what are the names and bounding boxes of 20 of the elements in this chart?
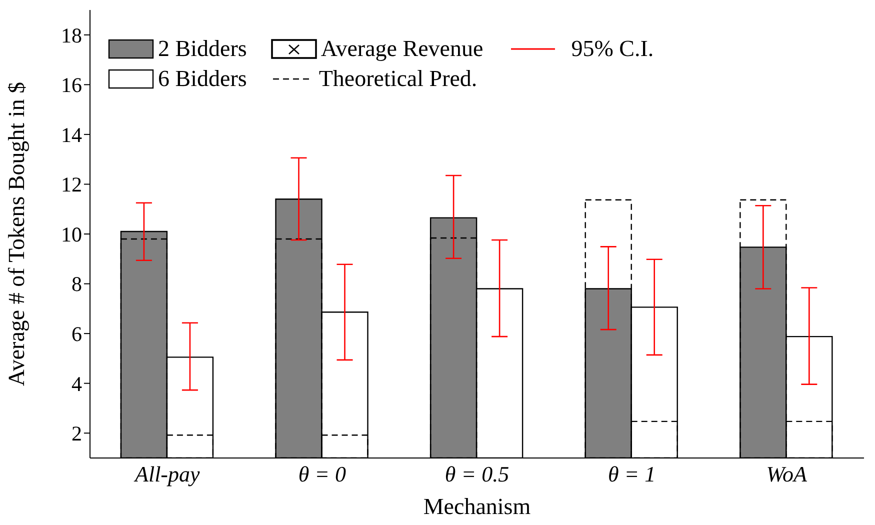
y-tick-label: 14 <box>61 122 82 147</box>
y-tick-label: 8 <box>72 272 82 296</box>
legend-label: Theoretical Pred. <box>318 66 478 92</box>
legend-label: 6 Bidders <box>158 66 247 92</box>
x-tick-label: WoA <box>766 462 808 487</box>
y-tick-label: 6 <box>72 322 82 346</box>
legend-label: Average Revenue <box>320 36 484 62</box>
y-tick-label: 16 <box>61 73 82 98</box>
legend-label: 95% C.I. <box>571 36 654 62</box>
x-tick-label: θ = 0 <box>298 462 346 487</box>
legend-label: 2 Bidders <box>158 36 247 62</box>
x-axis-title: Mechanism <box>423 494 531 519</box>
y-tick-label: 2 <box>72 422 82 446</box>
y-tick-label: 12 <box>61 172 82 197</box>
x-tick-label: θ = 0.5 <box>444 462 510 487</box>
x-tick-label: θ = 1 <box>608 462 656 487</box>
y-tick-label: 4 <box>72 372 82 396</box>
y-tick-label: 18 <box>61 23 82 48</box>
x-tick-label: All-pay <box>133 462 200 487</box>
y-tick-label: 10 <box>61 222 82 246</box>
